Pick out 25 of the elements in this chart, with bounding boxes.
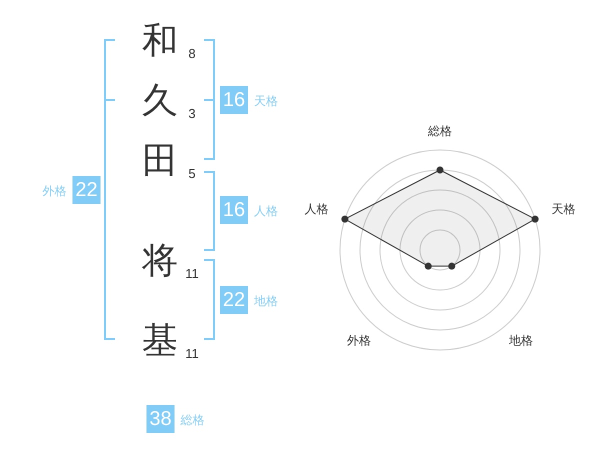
grid-value: 38 (146, 405, 174, 433)
stroke-count: 11 (185, 346, 199, 361)
stroke-count: 3 (188, 106, 196, 121)
grid-value: 16 (220, 86, 248, 114)
grid-name: 天格 (254, 94, 278, 108)
stroke-count: 5 (188, 166, 196, 181)
character: 久 (142, 80, 178, 120)
axis-label: 人格 (304, 202, 329, 216)
stroke-count: 11 (185, 266, 199, 281)
grid-name: 人格 (254, 204, 278, 218)
character: 田 (142, 140, 178, 180)
grid-name: 地格 (254, 294, 278, 308)
stroke-count: 8 (188, 46, 196, 61)
character: 和 (142, 20, 178, 60)
grid-name: 総格 (180, 413, 204, 427)
axis-label: 天格 (551, 202, 576, 216)
character: 将 (142, 240, 178, 280)
axis-label: 地格 (508, 334, 533, 348)
grid-value: 16 (220, 196, 248, 224)
axis-label: 外格 (347, 334, 372, 348)
grid-name: 外格 (42, 184, 66, 198)
grid-value: 22 (72, 176, 100, 204)
grid-value: 22 (220, 286, 248, 314)
axis-label: 総格 (428, 124, 452, 138)
character: 基 (142, 320, 178, 360)
